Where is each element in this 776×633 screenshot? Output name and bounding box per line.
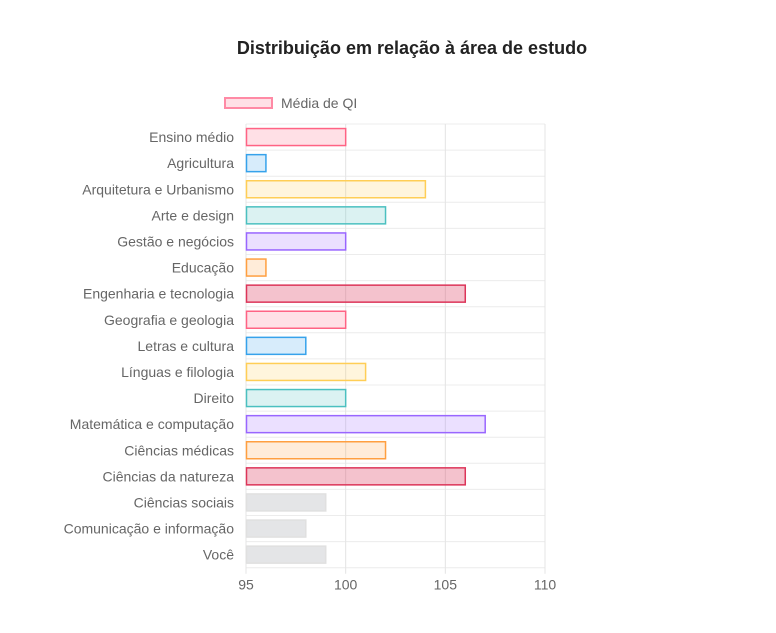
bar[interactable] [245, 467, 467, 486]
category-label: Ciências médicas [124, 442, 234, 458]
category-labels: Ensino médio Agricultura Arquitetura e Urb… [64, 129, 235, 563]
bar[interactable] [245, 180, 427, 199]
bar[interactable] [245, 258, 267, 277]
legend-swatch [224, 97, 273, 109]
bar[interactable] [245, 388, 347, 408]
category-label: Geografia e geologia [104, 312, 234, 328]
category-label: Matemática e computação [70, 416, 234, 432]
bar[interactable] [245, 153, 267, 173]
bar[interactable] [245, 336, 307, 356]
chart-title: Distribuição em relação à área de estudo [236, 38, 588, 58]
category-label: Arquitetura e Urbanismo [82, 181, 234, 197]
bar[interactable] [245, 206, 387, 225]
chart-legend[interactable]: Média de QI [224, 94, 357, 112]
category-label: Ciências da natureza [102, 468, 234, 484]
bar[interactable] [245, 310, 347, 329]
bar[interactable] [245, 441, 387, 460]
bar[interactable] [245, 519, 307, 538]
category-label: Você [203, 547, 234, 563]
bar[interactable] [245, 362, 367, 382]
x-tick-label: 95 [238, 577, 254, 593]
bar[interactable] [245, 545, 327, 564]
category-label: Arte e design [152, 207, 235, 223]
bar[interactable] [245, 414, 486, 434]
bar[interactable] [245, 127, 347, 147]
category-label: Engenharia e tecnologia [83, 286, 234, 302]
x-tick-label: 105 [434, 577, 458, 593]
bar[interactable] [245, 284, 467, 303]
category-label: Comunicação e informação [64, 521, 235, 537]
x-tick-label: 100 [334, 577, 358, 593]
category-label: Educação [172, 260, 234, 276]
category-label: Ensino médio [149, 129, 234, 145]
bar[interactable] [245, 232, 347, 251]
x-axis-ticks: 95 100 105 110 [238, 577, 556, 593]
category-label: Agricultura [167, 155, 234, 171]
category-label: Direito [194, 390, 235, 406]
category-label: Letras e cultura [138, 338, 235, 354]
bars [245, 127, 486, 564]
category-label: Gestão e negócios [117, 233, 234, 249]
x-tick-label: 110 [534, 577, 557, 593]
legend-label: Média de QI [281, 95, 358, 111]
category-label: Ciências sociais [134, 494, 234, 510]
bar[interactable] [245, 493, 327, 512]
grid-lines [245, 123, 546, 574]
category-label: Línguas e filologia [121, 364, 234, 380]
